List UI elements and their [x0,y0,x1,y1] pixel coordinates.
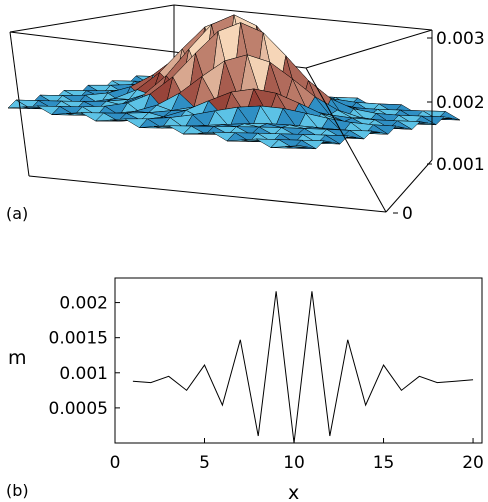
x-axis-ticks: 0 5 10 15 20 [110,438,484,473]
z-tick-label: 0.003 [436,29,485,49]
surface-bounding-box-front [9,30,433,213]
series-points [132,291,474,444]
x-tick-label: 20 [462,453,484,473]
y-tick-label: 0.0015 [49,329,108,349]
plot-frame [114,277,483,444]
line-panel: 0.0005 0.001 0.0015 0.002 0 5 10 15 20 m x (b) [6,277,484,502]
series-line [132,291,474,444]
y-axis-label: m [8,347,27,369]
x-tick-label: 5 [199,453,210,473]
x-tick-label: 0 [110,453,121,473]
z-tick-label: 0 [402,204,413,224]
box-edge [385,159,433,213]
surface-panel: 0 0.001 0.002 0.003 (a) [6,4,485,224]
box-edge [305,29,433,69]
y-tick-label: 0.0005 [49,399,108,419]
box-edge [9,4,175,33]
y-tick-label: 0.002 [59,294,108,314]
panel-label-b: (b) [6,481,29,500]
box-edge [305,67,387,213]
box-edge [173,4,433,31]
panel-label-a: (a) [6,204,28,223]
box-edge [28,175,387,213]
surface-bounding-box-back [9,4,433,70]
z-tick-label: 0.001 [436,155,485,175]
x-tick-label: 10 [283,453,305,473]
x-tick-label: 15 [373,453,395,473]
box-edge [9,31,30,177]
surface-mesh [7,14,461,150]
x-axis-label: x [288,482,299,502]
z-tick-label: 0.002 [436,93,485,113]
z-axis-ticks: 0 0.001 0.002 0.003 [393,29,485,224]
y-tick-label: 0.001 [59,364,108,384]
y-axis-ticks: 0.0005 0.001 0.0015 0.002 [49,294,120,419]
surface-facet [285,145,309,148]
